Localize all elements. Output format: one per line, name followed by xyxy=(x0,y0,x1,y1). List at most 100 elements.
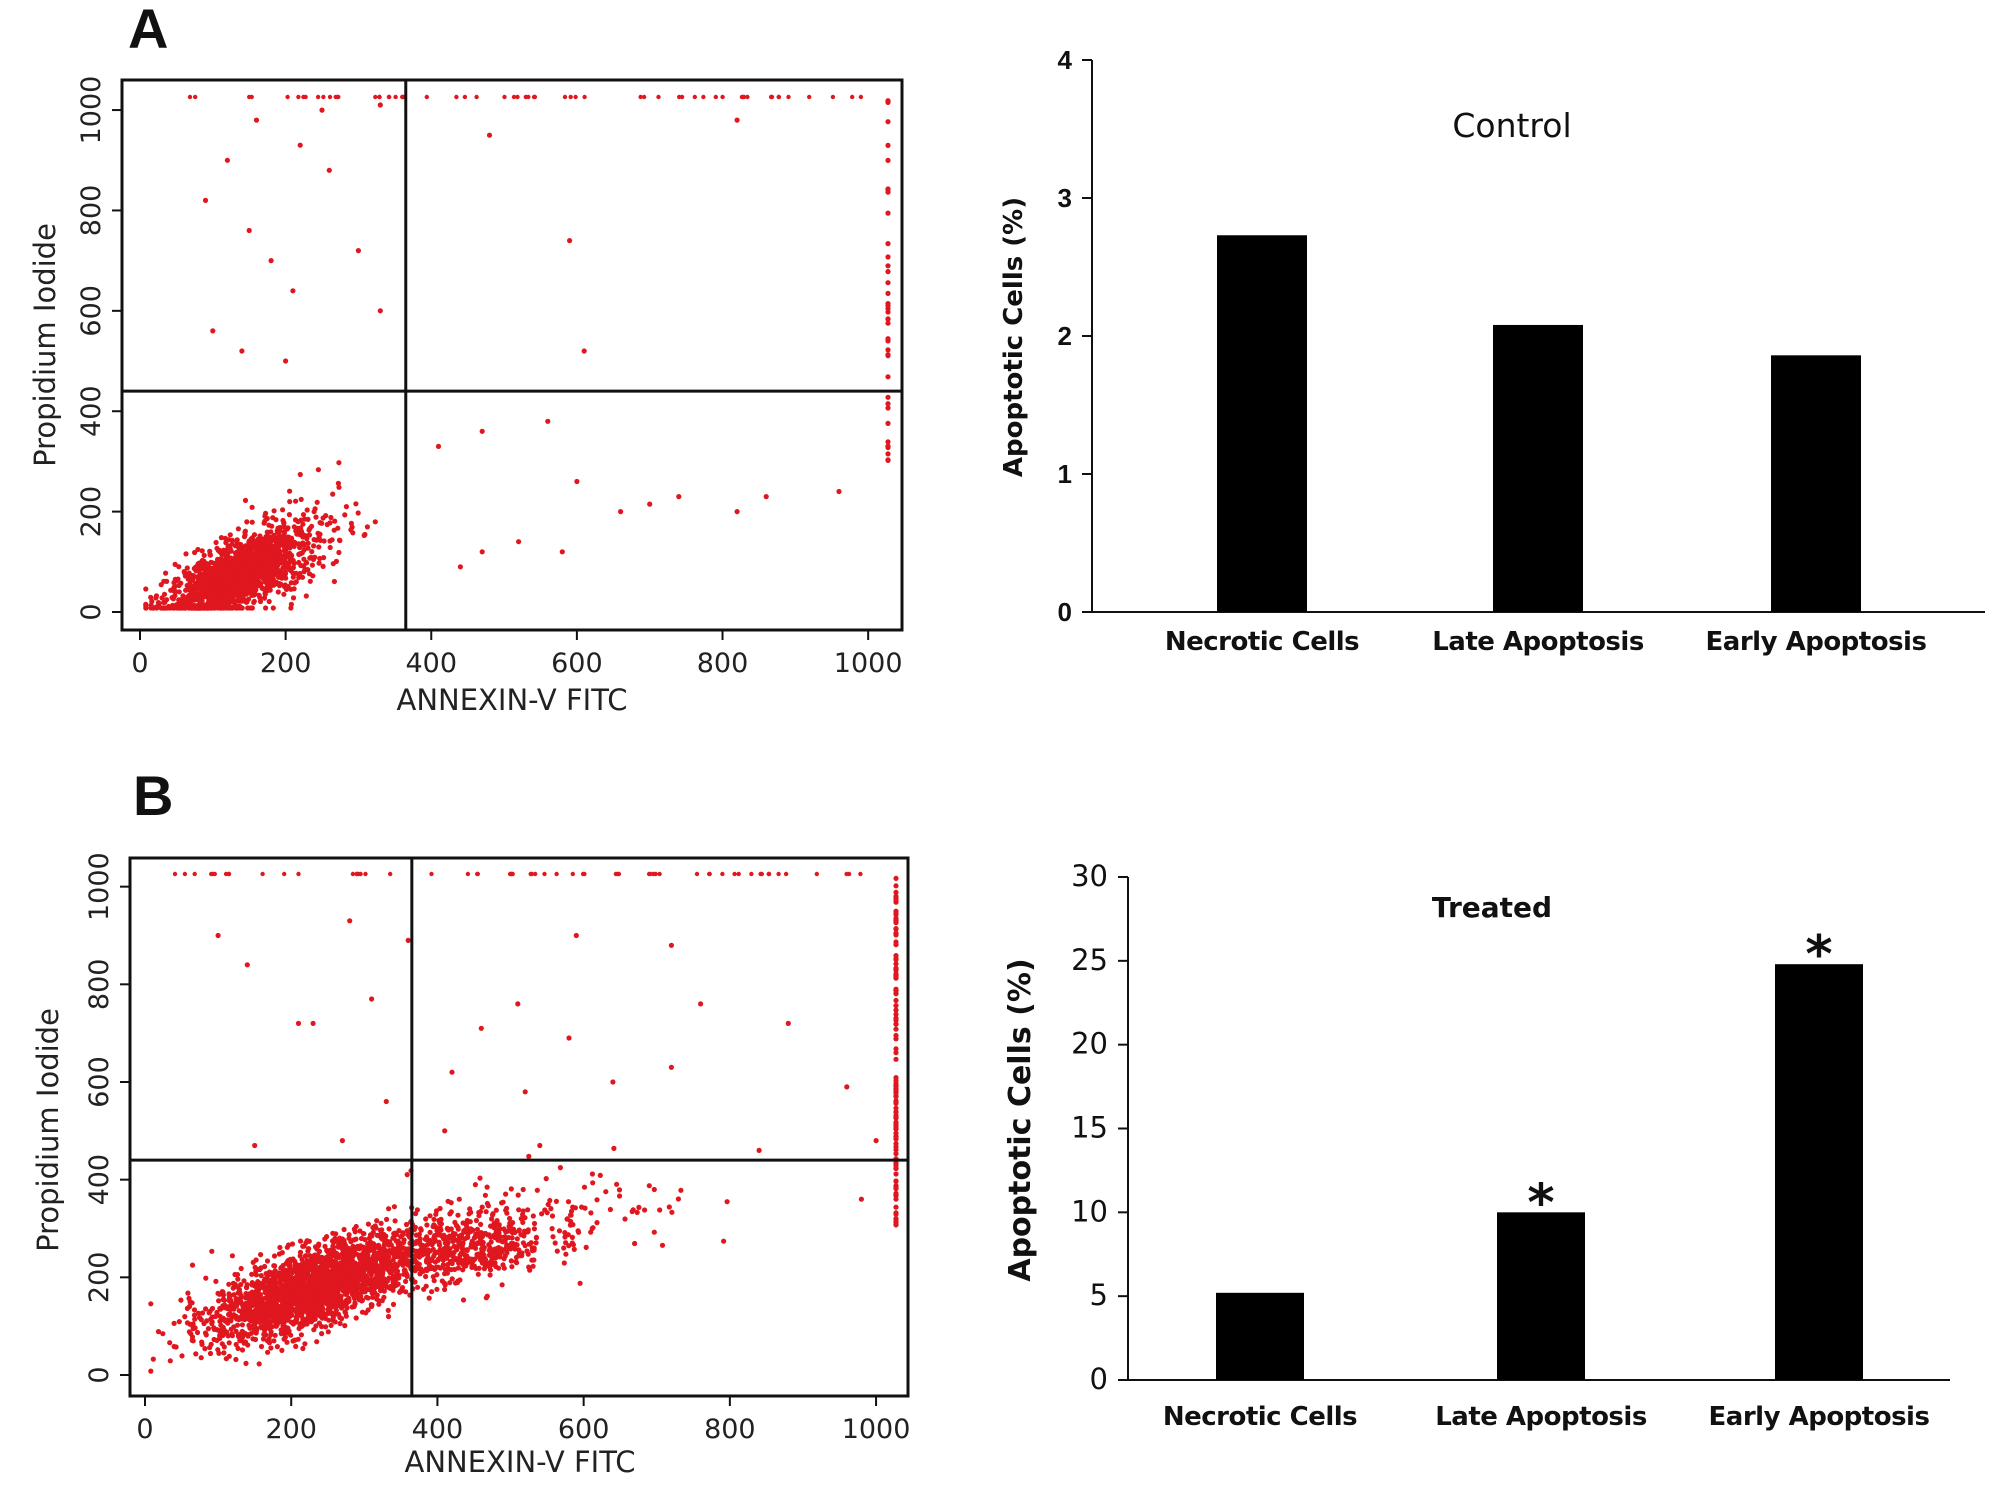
scatter-a-point xyxy=(885,353,891,359)
scatter-b-point xyxy=(261,1331,267,1337)
bar-b-bars xyxy=(1216,964,1863,1380)
scatter-b-point xyxy=(415,1284,421,1290)
scatter-a-point xyxy=(268,258,274,264)
scatter-b-point xyxy=(893,1080,899,1087)
scatter-b-y-axis-label: Propidium Iodide xyxy=(31,1008,65,1252)
scatter-a-point xyxy=(193,94,198,100)
scatter-b-point xyxy=(525,1251,531,1257)
scatter-b-point xyxy=(502,1234,508,1240)
scatter-b-point xyxy=(311,1268,317,1274)
scatter-b-point xyxy=(236,1308,242,1314)
scatter-b-point xyxy=(416,1231,422,1238)
bar-a-bar xyxy=(1771,355,1861,612)
scatter-b-point xyxy=(349,1265,355,1271)
scatter-a-point xyxy=(177,605,183,611)
scatter-a-point xyxy=(192,549,198,556)
scatter-a-point xyxy=(545,418,551,424)
scatter-a-point xyxy=(858,94,864,100)
scatter-b-point xyxy=(452,1280,459,1286)
scatter-b-point xyxy=(496,1222,502,1228)
scatter-b-point xyxy=(893,953,899,959)
scatter-b-point xyxy=(192,871,197,877)
scatter-a-point xyxy=(226,544,232,551)
scatter-b-point xyxy=(422,1236,428,1242)
scatter-a-point xyxy=(321,538,327,544)
scatter-b-point xyxy=(520,1219,526,1225)
scatter-a-point xyxy=(885,241,891,247)
scatter-a-point xyxy=(183,587,189,593)
scatter-a-point xyxy=(247,94,252,100)
scatter-b-point xyxy=(573,932,579,939)
scatter-b-point xyxy=(244,1295,250,1301)
scatter-a-point xyxy=(249,592,255,599)
scatter-a-point xyxy=(213,539,219,546)
scatter-b-point xyxy=(186,1295,192,1301)
scatter-b-point xyxy=(285,1293,291,1299)
scatter-b-point xyxy=(226,1353,232,1359)
scatter-a-point xyxy=(679,94,685,100)
scatter-b-point xyxy=(514,1242,520,1248)
scatter-b-point xyxy=(447,1211,453,1217)
scatter-a-point xyxy=(284,537,290,544)
scatter-a-point xyxy=(254,549,261,555)
scatter-a-point xyxy=(474,94,479,100)
scatter-a-point xyxy=(314,499,320,505)
scatter-b-point xyxy=(370,1265,376,1271)
scatter-b-point xyxy=(480,1231,486,1237)
scatter-b-point xyxy=(678,1187,684,1193)
scatter-b-point xyxy=(292,1337,298,1343)
scatter-a-point xyxy=(249,560,255,566)
scatter-b-x-tick-label: 400 xyxy=(412,1414,464,1445)
scatter-a-point xyxy=(830,94,836,100)
scatter-a-point xyxy=(479,428,485,434)
scatter-b-point xyxy=(343,1285,349,1291)
scatter-b-point xyxy=(191,1307,198,1313)
scatter-a-point xyxy=(181,595,187,601)
scatter-b-point xyxy=(736,871,741,877)
scatter-a-point xyxy=(531,94,537,100)
scatter-b-point xyxy=(474,1226,480,1232)
scatter-b-point xyxy=(381,1288,387,1294)
bar-b-significance-star: * xyxy=(1805,925,1832,985)
scatter-a-point xyxy=(807,94,812,100)
scatter-b-point xyxy=(293,1315,299,1321)
scatter-b-point xyxy=(428,1258,434,1264)
scatter-b-point xyxy=(503,1191,509,1197)
scatter-b-point xyxy=(476,1265,482,1271)
scatter-b-point xyxy=(616,1193,623,1199)
scatter-b-point xyxy=(381,1294,387,1300)
scatter-a-point xyxy=(239,598,245,604)
scatter-b-point xyxy=(516,1207,522,1213)
scatter-b-point xyxy=(445,1239,451,1246)
scatter-b-point xyxy=(629,1208,635,1215)
scatter-b-point xyxy=(698,1001,704,1007)
scatter-b-point xyxy=(653,871,658,877)
scatter-b-point xyxy=(893,1003,899,1009)
scatter-b-point xyxy=(321,1261,327,1267)
scatter-b-point xyxy=(316,1249,322,1255)
scatter-b-point xyxy=(235,1276,241,1282)
scatter-b-point xyxy=(444,1225,450,1231)
scatter-a-point xyxy=(316,560,322,566)
scatter-b-point xyxy=(349,1304,355,1310)
scatter-b-y-tick-label: 400 xyxy=(84,1154,115,1206)
scatter-a-point xyxy=(311,543,317,549)
scatter-a-point xyxy=(885,374,891,380)
scatter-b-point xyxy=(328,1322,334,1328)
scatter-b-y-tick-label: 0 xyxy=(84,1366,115,1383)
scatter-b-point xyxy=(534,1187,540,1193)
scatter-b-point xyxy=(264,1258,271,1264)
bar-a-y-tick-label: 2 xyxy=(1058,321,1072,351)
scatter-b-point xyxy=(694,871,700,877)
scatter-b-point xyxy=(433,1208,440,1214)
scatter-b-point xyxy=(588,1210,594,1216)
scatter-b-point xyxy=(522,1089,528,1095)
scatter-a-point xyxy=(162,605,168,611)
scatter-a-point xyxy=(232,543,238,549)
scatter-b-point xyxy=(611,1145,617,1151)
scatter-a-point xyxy=(720,94,725,100)
bar-a-category-label: Necrotic Cells xyxy=(1165,627,1359,657)
bar-b-y-tick-label: 20 xyxy=(1071,1027,1108,1061)
scatter-a-point xyxy=(234,569,240,576)
scatter-b-point xyxy=(290,1267,296,1273)
